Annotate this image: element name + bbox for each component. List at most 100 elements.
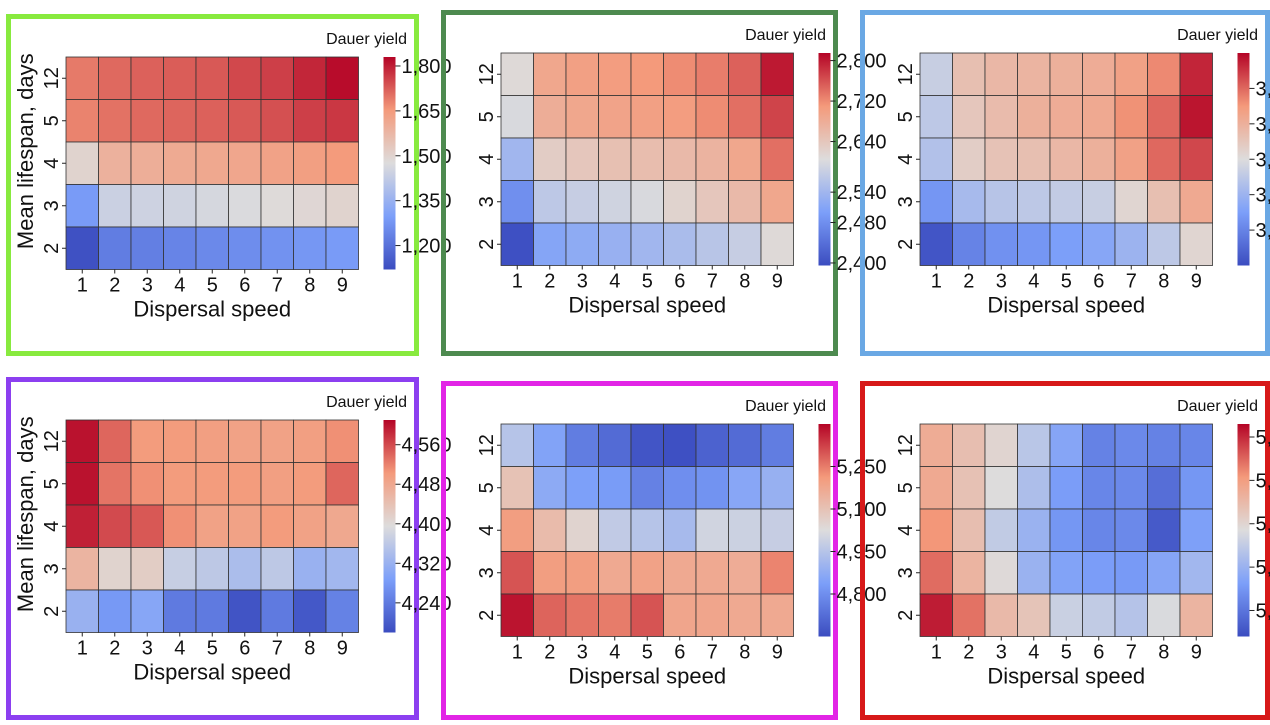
heatmap-cell <box>131 227 164 270</box>
heatmap-cell <box>229 420 262 463</box>
heatmap-cell <box>1083 223 1116 266</box>
x-tick-label: 1 <box>512 271 523 293</box>
heatmap-cell <box>196 505 229 548</box>
heatmap-cell <box>985 223 1018 266</box>
heatmap-cell <box>664 96 697 139</box>
heatmap-cell <box>131 548 164 591</box>
heatmap-cell <box>1148 138 1181 181</box>
heatmap-cell <box>696 181 729 224</box>
heatmap-cell <box>920 223 953 266</box>
heatmap-cell <box>953 223 986 266</box>
heatmap-cell <box>294 57 327 100</box>
x-tick-label: 9 <box>772 271 783 293</box>
heatmap-cell <box>953 509 986 552</box>
heatmap-cell <box>229 142 262 185</box>
heatmap-cell <box>953 594 986 637</box>
x-tick-label: 8 <box>1158 642 1169 664</box>
heatmap-cell <box>261 142 294 185</box>
heatmap-cell <box>729 138 762 181</box>
heatmap-cells <box>501 53 794 266</box>
heatmap-cell <box>953 53 986 96</box>
heatmap-cell <box>566 96 599 139</box>
heatmap-cell <box>599 138 632 181</box>
x-tick-label: 3 <box>142 275 153 297</box>
heatmap-cell <box>99 227 132 270</box>
heatmap-cell <box>985 509 1018 552</box>
heatmap-cell <box>985 53 1018 96</box>
heatmap-cell <box>599 96 632 139</box>
heatmap-cell <box>1180 138 1213 181</box>
heatmap-cell <box>1148 467 1181 510</box>
x-tick-label: 9 <box>1191 642 1202 664</box>
heatmap-cell <box>196 142 229 185</box>
heatmap-cell <box>1083 467 1116 510</box>
heatmap-cell <box>953 467 986 510</box>
heatmap-cell <box>99 505 132 548</box>
heatmap-cell <box>326 100 359 143</box>
heatmap-cell <box>164 590 197 633</box>
heatmap-cell <box>1115 467 1148 510</box>
heatmap-cell <box>261 590 294 633</box>
x-tick-label: 9 <box>337 275 348 297</box>
heatmap-cell <box>229 463 262 506</box>
x-tick-label: 6 <box>1093 271 1104 293</box>
y-tick-label: 3 <box>41 563 63 574</box>
heatmap-cell <box>1148 552 1181 595</box>
x-tick-label: 2 <box>544 642 555 664</box>
x-tick-label: 6 <box>239 638 250 660</box>
y-axis-label: Mean lifespan, days <box>13 416 38 612</box>
x-tick-label: 1 <box>512 642 523 664</box>
heatmap-cell <box>1050 424 1083 467</box>
heatmap-cell <box>196 100 229 143</box>
x-tick-label: 7 <box>1126 271 1137 293</box>
heatmap-cell <box>501 223 534 266</box>
heatmap-cell <box>953 424 986 467</box>
x-tick-label: 9 <box>1191 271 1202 293</box>
heatmap-cell <box>66 590 99 633</box>
heatmap-cell <box>294 548 327 591</box>
heatmap-cell <box>761 424 794 467</box>
y-tick-label: 12 <box>895 434 917 456</box>
heatmap-cell <box>261 57 294 100</box>
heatmap-cell <box>1050 138 1083 181</box>
heatmap-cell <box>1148 509 1181 552</box>
y-tick-label: 5 <box>476 482 498 493</box>
heatmap-cell <box>196 420 229 463</box>
heatmap-cell <box>761 467 794 510</box>
heatmap-cell <box>99 548 132 591</box>
x-tick-label: 4 <box>1028 642 1039 664</box>
heatmap-cell <box>534 467 567 510</box>
heatmap-cell <box>566 424 599 467</box>
heatmap-cell <box>229 227 262 270</box>
heatmap-cell <box>1180 53 1213 96</box>
colorbar <box>819 424 831 637</box>
y-tick-label: 3 <box>476 567 498 578</box>
y-tick-label: 2 <box>895 239 917 250</box>
heatmap-cell <box>131 505 164 548</box>
heatmap-cell <box>1180 552 1213 595</box>
heatmap-cell <box>501 96 534 139</box>
heatmap-cell <box>326 142 359 185</box>
heatmap-cell <box>761 181 794 224</box>
heatmap-cell <box>761 96 794 139</box>
heatmap-cell <box>1050 181 1083 224</box>
x-tick-label: 5 <box>207 275 218 297</box>
heatmap-cell <box>1115 181 1148 224</box>
heatmap-cell <box>196 548 229 591</box>
heatmap-cell <box>164 185 197 228</box>
x-tick-label: 2 <box>963 271 974 293</box>
heatmap-cell <box>566 552 599 595</box>
heatmap-cell <box>131 142 164 185</box>
y-tick-label: 12 <box>41 430 63 452</box>
heatmap-cell <box>1018 594 1051 637</box>
y-tick-label: 5 <box>895 111 917 122</box>
heatmap-cell <box>729 181 762 224</box>
heatmap-cell <box>164 420 197 463</box>
heatmap-cell <box>131 57 164 100</box>
heatmap-cell <box>294 505 327 548</box>
heatmap-cell <box>985 96 1018 139</box>
